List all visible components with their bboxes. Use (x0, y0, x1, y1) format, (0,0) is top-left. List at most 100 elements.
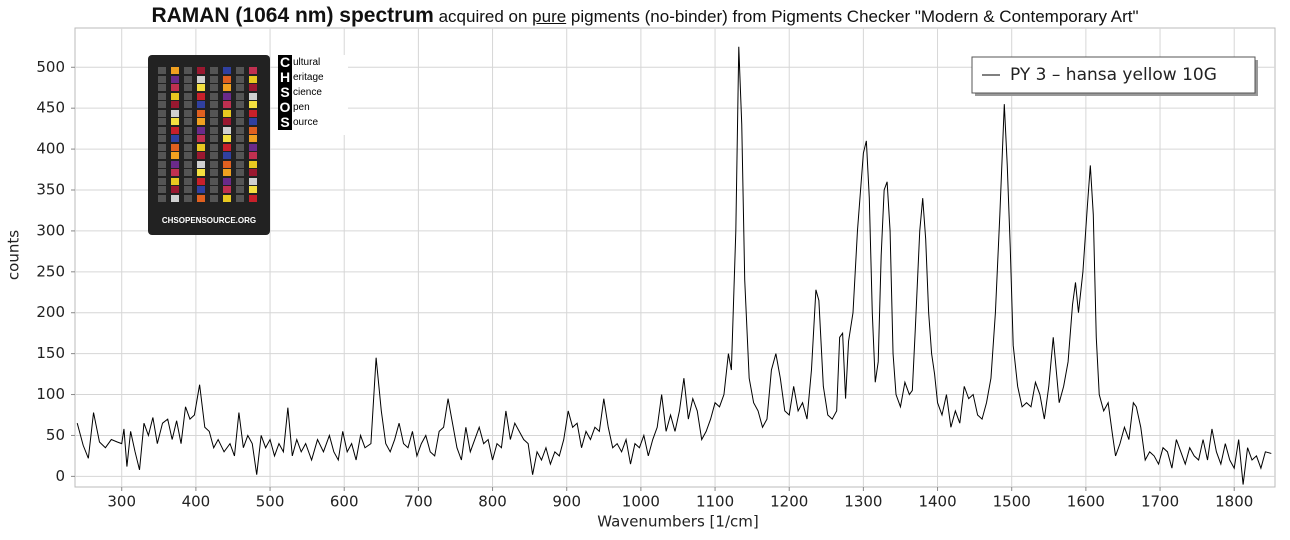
plot-area (74, 27, 1276, 488)
swatch (236, 75, 244, 83)
swatch (223, 84, 231, 91)
swatch (249, 169, 257, 176)
swatch (249, 101, 257, 108)
swatch (197, 67, 205, 74)
swatch (184, 109, 192, 117)
x-tick-label: 500 (256, 493, 285, 511)
x-tick-label: 1100 (696, 493, 734, 511)
swatch (158, 84, 166, 91)
swatch (236, 152, 244, 159)
swatch (236, 194, 244, 202)
swatch (210, 67, 218, 74)
y-tick-label: 400 (36, 140, 65, 158)
swatch (197, 92, 205, 100)
swatch (249, 67, 257, 74)
x-tick-label: 1600 (1067, 493, 1105, 511)
legend-label: PY 3 – hansa yellow 10G (1010, 65, 1217, 85)
y-axis-label: counts (5, 230, 23, 280)
swatch (197, 194, 205, 202)
swatch (223, 194, 231, 202)
swatch (158, 160, 166, 168)
x-axis-label: Wavenumbers [1/cm] (597, 513, 758, 531)
swatch (184, 169, 192, 176)
swatch (158, 126, 166, 134)
swatch (210, 126, 218, 134)
swatch (171, 92, 179, 100)
swatch (184, 194, 192, 202)
swatch (236, 126, 244, 134)
swatch (184, 177, 192, 185)
logo-letter: S (278, 85, 292, 100)
swatch (197, 169, 205, 176)
swatch (197, 135, 205, 142)
swatch (171, 67, 179, 74)
x-tick-label: 900 (552, 493, 581, 511)
swatch (236, 186, 244, 193)
swatch (223, 143, 231, 151)
swatch (236, 84, 244, 91)
swatch (184, 160, 192, 168)
swatch (171, 75, 179, 83)
swatch (210, 118, 218, 125)
swatch (171, 177, 179, 185)
swatch (158, 67, 166, 74)
swatch (197, 186, 205, 193)
swatch (171, 194, 179, 202)
x-tick-label: 300 (107, 493, 136, 511)
swatch (158, 75, 166, 83)
swatch (210, 109, 218, 117)
swatch (210, 194, 218, 202)
swatch (197, 109, 205, 117)
swatch (184, 67, 192, 74)
swatch (171, 101, 179, 108)
swatch (249, 126, 257, 134)
swatch (223, 160, 231, 168)
swatch (171, 126, 179, 134)
y-tick-label: 0 (55, 467, 65, 485)
logo-letter: C (278, 54, 292, 70)
swatch (184, 118, 192, 125)
y-tick-label: 200 (36, 303, 65, 321)
swatch (184, 84, 192, 91)
logo-word: cience (293, 87, 322, 98)
swatch (249, 160, 257, 168)
swatch (210, 84, 218, 91)
x-tick-label: 1700 (1141, 493, 1179, 511)
legend-box (971, 56, 1256, 94)
swatch (184, 143, 192, 151)
swatch (223, 152, 231, 159)
logo-word: eritage (293, 72, 324, 83)
swatch (171, 118, 179, 125)
title-text: pigments (no-binder) from Pigments Check… (570, 7, 1139, 26)
x-tick-label: 600 (330, 493, 359, 511)
x-tick-label: 400 (182, 493, 211, 511)
swatch (158, 118, 166, 125)
swatch (236, 67, 244, 74)
swatch (197, 126, 205, 134)
swatch (249, 84, 257, 91)
swatch (236, 118, 244, 125)
x-tick-label: 1500 (993, 493, 1031, 511)
swatch (197, 75, 205, 83)
swatch (184, 152, 192, 159)
swatch (249, 194, 257, 202)
swatch (210, 177, 218, 185)
swatch (236, 169, 244, 176)
swatch (184, 186, 192, 193)
swatch (210, 160, 218, 168)
swatch (249, 186, 257, 193)
swatch (236, 92, 244, 100)
swatch (158, 194, 166, 202)
spectrum-line (76, 46, 1272, 485)
swatch (249, 92, 257, 100)
swatch (158, 169, 166, 176)
y-tick-label: 500 (36, 58, 65, 76)
swatch (158, 92, 166, 100)
swatch (184, 101, 192, 108)
swatch (184, 92, 192, 100)
swatch (223, 109, 231, 117)
